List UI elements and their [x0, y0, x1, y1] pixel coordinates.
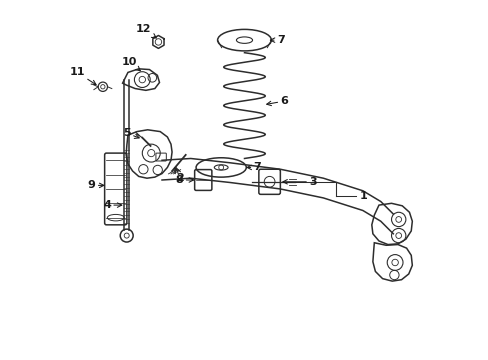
Text: 9: 9 [88, 180, 103, 190]
Text: 3: 3 [283, 177, 316, 187]
Text: 12: 12 [136, 24, 156, 38]
Text: 1: 1 [359, 191, 366, 201]
Text: 11: 11 [69, 67, 96, 85]
Text: 5: 5 [123, 129, 139, 139]
Text: 2: 2 [175, 168, 183, 183]
Text: 8: 8 [175, 175, 193, 185]
Text: 7: 7 [246, 162, 261, 172]
Text: 10: 10 [122, 57, 140, 71]
Text: 7: 7 [270, 35, 284, 45]
Text: 4: 4 [103, 200, 122, 210]
Text: 6: 6 [266, 96, 287, 106]
